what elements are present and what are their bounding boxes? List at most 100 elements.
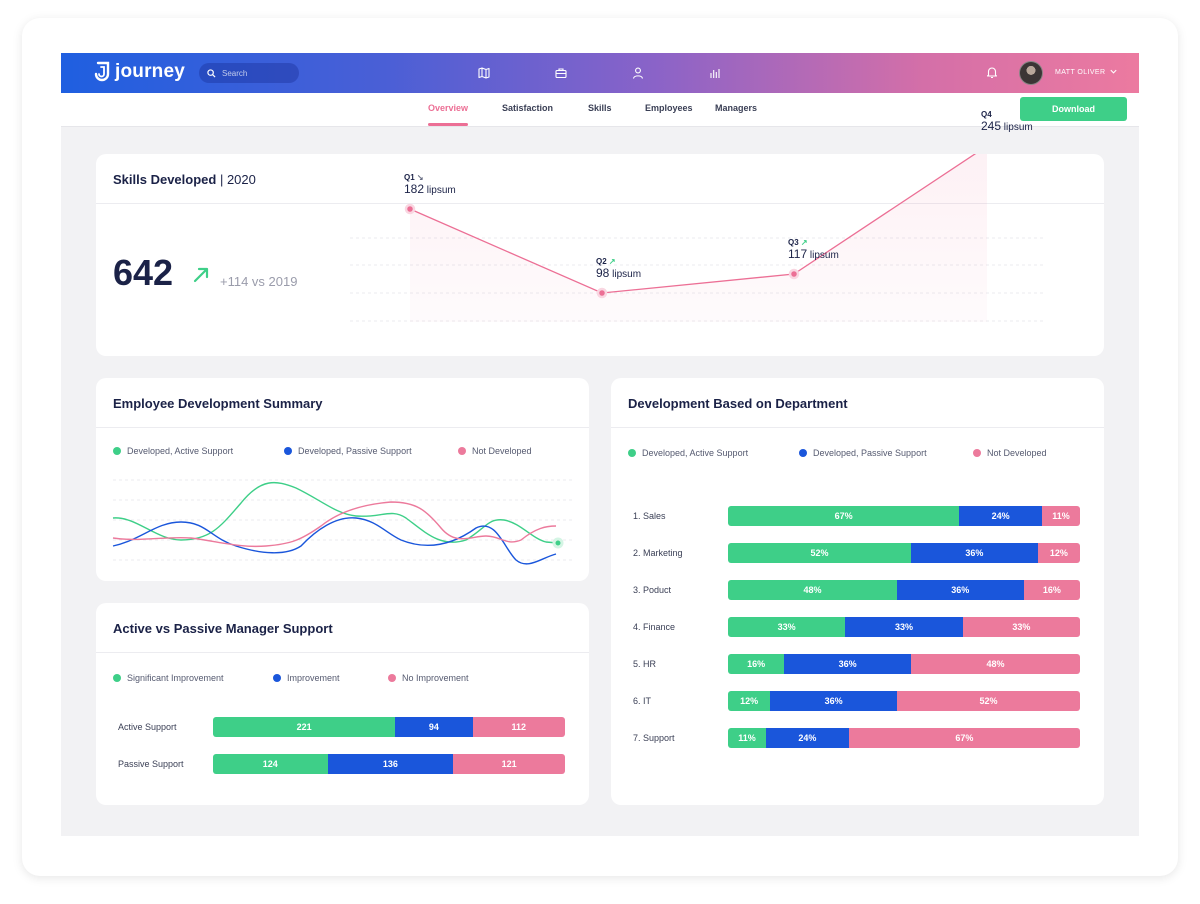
bar-segment[interactable]: 33% <box>728 617 846 637</box>
legend-dot <box>388 674 396 682</box>
search-box[interactable] <box>199 63 299 83</box>
bar-segment[interactable]: 94 <box>395 717 473 737</box>
stacked-bar[interactable]: 67% 24% 11% <box>728 506 1080 526</box>
bar-row-label: Active Support <box>118 722 177 732</box>
bar-segment[interactable]: 67% <box>728 506 960 526</box>
skills-total: 642 <box>113 252 174 293</box>
series-line-not-developed <box>112 501 557 548</box>
stacked-bar[interactable]: 221 94 112 <box>213 717 565 737</box>
bar-segment[interactable]: 221 <box>213 717 396 737</box>
card-divider <box>96 427 589 428</box>
download-button[interactable]: Download <box>1020 97 1127 121</box>
skills-point-q3[interactable] <box>788 268 800 280</box>
bar-segment[interactable]: 33% <box>845 617 963 637</box>
tab-satisfaction[interactable]: Satisfaction <box>502 103 554 113</box>
bar-segment[interactable]: 112 <box>472 717 565 737</box>
legend-item: Developed, Passive Support <box>284 446 412 456</box>
legend-dot <box>799 449 807 457</box>
stacked-bar[interactable]: 12% 36% 52% <box>728 691 1080 711</box>
skills-point-q2[interactable] <box>596 287 608 299</box>
legend-label: Developed, Active Support <box>127 446 234 456</box>
bar-segment[interactable]: 16% <box>1023 580 1080 600</box>
bar-segment[interactable]: 36% <box>911 543 1038 563</box>
bar-segment[interactable]: 121 <box>453 754 565 774</box>
employee-development-line-chart <box>112 479 574 565</box>
avatar[interactable] <box>1019 61 1043 85</box>
tab-employees[interactable]: Employees <box>645 103 693 113</box>
bar-segment[interactable]: 11% <box>1042 506 1080 526</box>
bar-segment[interactable]: 67% <box>848 728 1080 748</box>
trend-arrow: ↘ <box>416 173 424 182</box>
bar-segment[interactable]: 36% <box>896 580 1024 600</box>
manager-support-title: Active vs Passive Manager Support <box>113 621 333 636</box>
user-name[interactable]: MATT OLIVER <box>1055 69 1106 76</box>
bar-segment[interactable]: 48% <box>911 654 1080 674</box>
bar-segment[interactable]: 136 <box>327 754 454 774</box>
skills-series-line <box>409 154 977 294</box>
stacked-bar[interactable]: 52% 36% 12% <box>728 543 1080 563</box>
bar-segment[interactable]: 36% <box>770 691 897 711</box>
skills-line-chart <box>350 154 1044 322</box>
bar-segment[interactable]: 24% <box>765 728 849 748</box>
bar-segment[interactable]: 48% <box>728 580 897 600</box>
bar-segment[interactable]: 52% <box>728 543 912 563</box>
tab-managers[interactable]: Managers <box>715 103 758 113</box>
legend-item: Developed, Active Support <box>113 446 233 456</box>
bar-row-label: 1. Sales <box>633 511 666 521</box>
skills-title-text: Skills Developed <box>113 172 217 187</box>
stacked-bar[interactable]: 124 136 121 <box>213 754 565 774</box>
tab-skills[interactable]: Skills <box>588 103 612 113</box>
legend-item: Not Developed <box>458 446 532 456</box>
skills-point-label: Q1 ↘ 182 lipsum <box>404 173 456 196</box>
legend-label: Developed, Passive Support <box>298 446 412 456</box>
legend-dot <box>284 447 292 455</box>
bar-segment[interactable]: 12% <box>728 691 771 711</box>
bar-segment[interactable]: 36% <box>784 654 912 674</box>
legend-dot <box>113 674 121 682</box>
trend-arrow: ↗ <box>800 238 808 247</box>
legend-label: Not Developed <box>472 446 532 456</box>
bar-segment[interactable]: 16% <box>728 654 785 674</box>
stacked-bar[interactable]: 48% 36% 16% <box>728 580 1080 600</box>
bar-chart-icon[interactable] <box>708 66 722 80</box>
bar-row-label: 3. Poduct <box>633 585 672 595</box>
briefcase-icon[interactable] <box>554 66 568 80</box>
employee-development-title: Employee Development Summary <box>113 396 323 411</box>
quarter-value: 245 lipsum <box>981 119 1033 133</box>
legend-label: Developed, Active Support <box>642 448 749 458</box>
series-line-active <box>112 482 559 544</box>
bell-icon[interactable] <box>985 65 999 79</box>
top-bar: journey <box>61 53 1139 93</box>
quarter-value: 98 lipsum <box>596 266 642 280</box>
bar-row-label: 5. HR <box>633 659 657 669</box>
bar-segment[interactable]: 124 <box>213 754 328 774</box>
bar-segment[interactable]: 33% <box>962 617 1080 637</box>
logo[interactable]: journey <box>93 61 185 83</box>
sub-nav: Overview Satisfaction Skills Employees M… <box>61 93 1139 127</box>
legend-dot <box>973 449 981 457</box>
stacked-bar[interactable]: 33% 33% 33% <box>728 617 1080 637</box>
bar-row-label: Passive Support <box>118 759 184 769</box>
search-icon <box>207 68 216 78</box>
bar-row-label: 2. Marketing <box>633 548 683 558</box>
skills-point-label: Q3 ↗ 117 lipsum <box>788 238 839 261</box>
bar-segment[interactable]: 12% <box>1037 543 1080 563</box>
search-input[interactable] <box>222 68 292 78</box>
user-icon[interactable] <box>631 66 645 80</box>
map-icon[interactable] <box>477 66 491 80</box>
quarter-value: 182 lipsum <box>404 182 456 196</box>
app-container: journey <box>61 53 1139 836</box>
chevron-down-icon[interactable] <box>1109 67 1118 76</box>
skills-point-q1[interactable] <box>404 203 416 215</box>
stacked-bar[interactable]: 16% 36% 48% <box>728 654 1080 674</box>
legend-label: Significant Improvement <box>127 673 224 683</box>
employee-development-card: Employee Development Summary Developed, … <box>96 378 589 581</box>
bar-segment[interactable]: 11% <box>728 728 766 748</box>
stacked-bar[interactable]: 11% 24% 67% <box>728 728 1080 748</box>
bar-segment[interactable]: 24% <box>959 506 1043 526</box>
tab-overview[interactable]: Overview <box>428 103 469 113</box>
card-divider <box>611 427 1104 428</box>
bar-segment[interactable]: 52% <box>896 691 1080 711</box>
legend-item: Significant Improvement <box>113 673 224 683</box>
legend-item: Not Developed <box>973 448 1047 458</box>
